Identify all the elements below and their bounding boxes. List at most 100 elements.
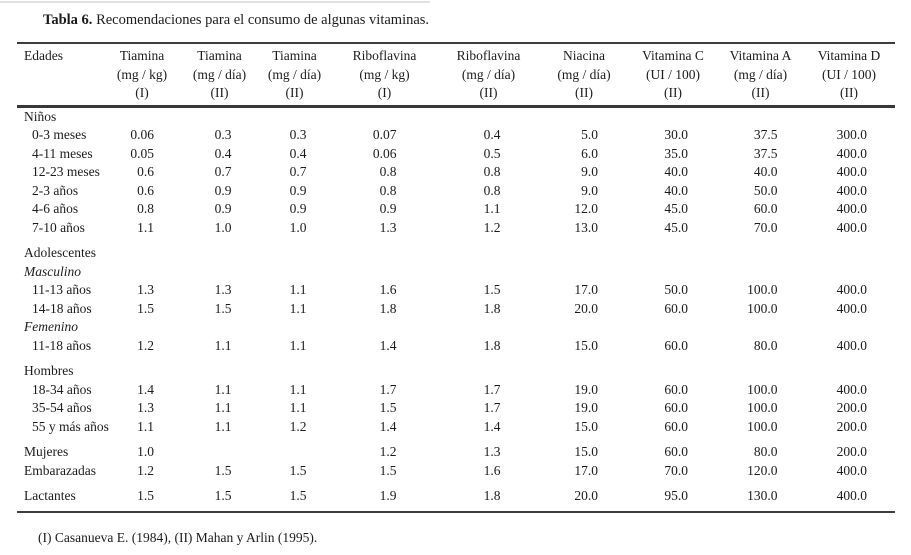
table-cell (437, 237, 540, 263)
cell-value: 1.1 (289, 282, 307, 297)
cell-value: 1.0 (137, 444, 154, 459)
table-cell (332, 106, 437, 126)
table-cell: 0.9 (182, 200, 257, 219)
table-cell: 0.9 (332, 200, 437, 219)
cell-value: 50.0 (753, 182, 778, 198)
column-header-line: (UI / 100) (822, 66, 876, 82)
table-cell: 100.0 (718, 381, 803, 400)
cell-value: 9.0 (581, 164, 598, 179)
row-label: Femenino (24, 319, 78, 334)
table-cell: 1.1 (182, 337, 257, 356)
cell-value: 0.9 (289, 201, 307, 216)
table-cell: 1.1 (182, 418, 257, 437)
table-cell: 1.5 (437, 281, 540, 300)
table-cell: 60.0 (628, 418, 718, 437)
row-label: 35-54 años (32, 400, 92, 415)
cell-value: 1.8 (483, 300, 501, 316)
table-cell: 20.0 (540, 480, 628, 512)
table-cell (718, 263, 803, 282)
column-header-riboflavina-kg-i: Riboflavina (mg / kg) (I) (332, 43, 437, 108)
cell-value: 1.3 (137, 282, 154, 297)
table-cell: 100.0 (718, 418, 803, 437)
cell-value: 70.0 (664, 462, 688, 478)
group-row: Niños (17, 106, 895, 126)
cell-value: 1.1 (137, 418, 154, 434)
table-cell: 1.5 (332, 462, 437, 481)
table-cell: 1.3 (102, 399, 182, 418)
cell-value: 120.0 (747, 462, 778, 478)
cell-value: 200.0 (836, 418, 867, 434)
table-cell (803, 106, 895, 126)
table-cell: 60.0 (628, 381, 718, 400)
table-cell (803, 263, 895, 282)
table-cell: 1.1 (182, 399, 257, 418)
table-cell: 0.06 (332, 145, 437, 164)
table-cell: 40.0 (628, 182, 718, 201)
table-cell: 1.3 (332, 219, 437, 238)
table-cell: 70.0 (718, 219, 803, 238)
column-header-tiamina-dia-ii-b: Tiamina (mg / día) (II) (257, 43, 332, 108)
table-row: Embarazadas 1.2 1.5 1.5 1.5 1.6 17.0 70.0 120.0 4… (17, 462, 895, 481)
column-header-line: (mg / día) (461, 66, 516, 82)
table-cell: 400.0 (803, 182, 895, 201)
column-header-vitamina-a-dia-ii: Vitamina A (mg / día) (II) (718, 43, 803, 108)
table-cell: 1.1 (257, 337, 332, 356)
table-cell: 1.7 (332, 381, 437, 400)
table-cell: 15.0 (540, 436, 628, 462)
table-cell: 12.0 (540, 200, 628, 219)
column-header-line: Vitamina A (729, 48, 792, 63)
cell-value: 1.1 (289, 381, 307, 397)
cell-value: 1.1 (214, 400, 232, 415)
cell-value: 1.5 (214, 488, 232, 503)
table-cell: 1.0 (257, 219, 332, 238)
table-cell: 1.2 (437, 219, 540, 238)
cell-value: 400.0 (836, 488, 867, 503)
table-cell: 1.5 (182, 300, 257, 319)
row-label: Hombres (24, 363, 74, 378)
cell-value: 200.0 (836, 400, 867, 415)
table-cell: 19.0 (540, 399, 628, 418)
cell-value: 400.0 (836, 300, 867, 316)
cell-value: 100.0 (747, 400, 778, 415)
column-header-line: (mg / kg) (116, 66, 168, 82)
table-cell: 0.4 (257, 145, 332, 164)
table-cell: 17.0 (540, 462, 628, 481)
cell-value: 1.3 (483, 444, 501, 459)
cell-value: 0.07 (372, 127, 397, 142)
column-header-line: (mg / kg) (359, 66, 410, 82)
table-cell: 19.0 (540, 381, 628, 400)
cell-value: 1.5 (214, 300, 232, 316)
cell-value: 45.0 (664, 219, 688, 235)
table-cell: 1.7 (437, 399, 540, 418)
table-cell: 0.07 (332, 126, 437, 145)
row-label: Niños (24, 108, 57, 124)
subgroup-row: Femenino (17, 318, 895, 337)
table-cell: 9.0 (540, 163, 628, 182)
column-header-vitamina-d-ui-ii: Vitamina D (UI / 100) (II) (803, 43, 895, 108)
table-cell (628, 237, 718, 263)
cell-value: 100.0 (747, 282, 778, 297)
table-header: Edades Tiamina (mg / kg) (I) Tiamina (mg / dí… (17, 43, 895, 108)
table-cell: 0.7 (257, 163, 332, 182)
cell-value: 100.0 (747, 381, 778, 397)
column-header-line: (mg / día) (733, 66, 788, 82)
table-cell: 0.8 (102, 200, 182, 219)
cell-value: 0.4 (289, 145, 307, 161)
cell-value: 400.0 (836, 182, 867, 198)
row-label: 12-23 meses (32, 164, 100, 179)
cell-value: 35.0 (664, 145, 688, 161)
table-cell (803, 355, 895, 381)
table-cell: 60.0 (628, 337, 718, 356)
table-cell: 400.0 (803, 337, 895, 356)
cell-value: 0.8 (379, 164, 397, 179)
table-cell: 400.0 (803, 219, 895, 238)
cell-value: 17.0 (574, 462, 598, 478)
table-cell: 130.0 (718, 480, 803, 512)
cell-value: 1.1 (214, 381, 232, 397)
table-cell: 0.8 (332, 163, 437, 182)
table-cell (182, 355, 257, 381)
table-cell: 400.0 (803, 200, 895, 219)
row-label: 18-34 años (32, 381, 92, 397)
table-cell: 1.2 (257, 418, 332, 437)
table-cell: 6.0 (540, 145, 628, 164)
